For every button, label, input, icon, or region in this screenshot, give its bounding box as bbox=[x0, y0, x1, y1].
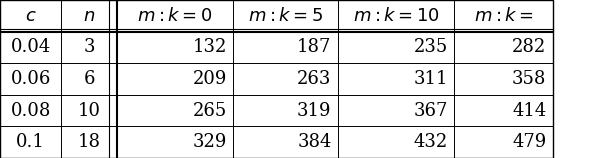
Text: 479: 479 bbox=[512, 133, 546, 151]
Text: 319: 319 bbox=[297, 102, 332, 120]
Text: 3: 3 bbox=[84, 38, 95, 56]
Text: 432: 432 bbox=[414, 133, 448, 151]
Text: $m:k=5$: $m:k=5$ bbox=[248, 7, 323, 25]
Text: $n$: $n$ bbox=[83, 7, 95, 25]
Text: 384: 384 bbox=[297, 133, 332, 151]
Text: 311: 311 bbox=[414, 70, 448, 88]
Text: 235: 235 bbox=[414, 38, 448, 56]
Text: 414: 414 bbox=[512, 102, 546, 120]
Text: 263: 263 bbox=[297, 70, 332, 88]
Text: 132: 132 bbox=[193, 38, 227, 56]
Text: 0.06: 0.06 bbox=[10, 70, 51, 88]
Text: 367: 367 bbox=[414, 102, 448, 120]
Text: 18: 18 bbox=[77, 133, 101, 151]
Text: 187: 187 bbox=[297, 38, 332, 56]
Text: 358: 358 bbox=[512, 70, 546, 88]
Text: 265: 265 bbox=[193, 102, 227, 120]
Text: $m:k=0$: $m:k=0$ bbox=[138, 7, 212, 25]
Text: 329: 329 bbox=[193, 133, 227, 151]
Text: 282: 282 bbox=[512, 38, 546, 56]
Text: $m:k=$: $m:k=$ bbox=[473, 7, 534, 25]
Text: 0.1: 0.1 bbox=[16, 133, 45, 151]
Text: $m:k=10$: $m:k=10$ bbox=[352, 7, 440, 25]
Text: $c$: $c$ bbox=[25, 7, 36, 25]
Text: 209: 209 bbox=[193, 70, 227, 88]
Text: 6: 6 bbox=[84, 70, 95, 88]
Text: 0.08: 0.08 bbox=[10, 102, 51, 120]
Text: 0.04: 0.04 bbox=[10, 38, 51, 56]
Text: 10: 10 bbox=[77, 102, 101, 120]
